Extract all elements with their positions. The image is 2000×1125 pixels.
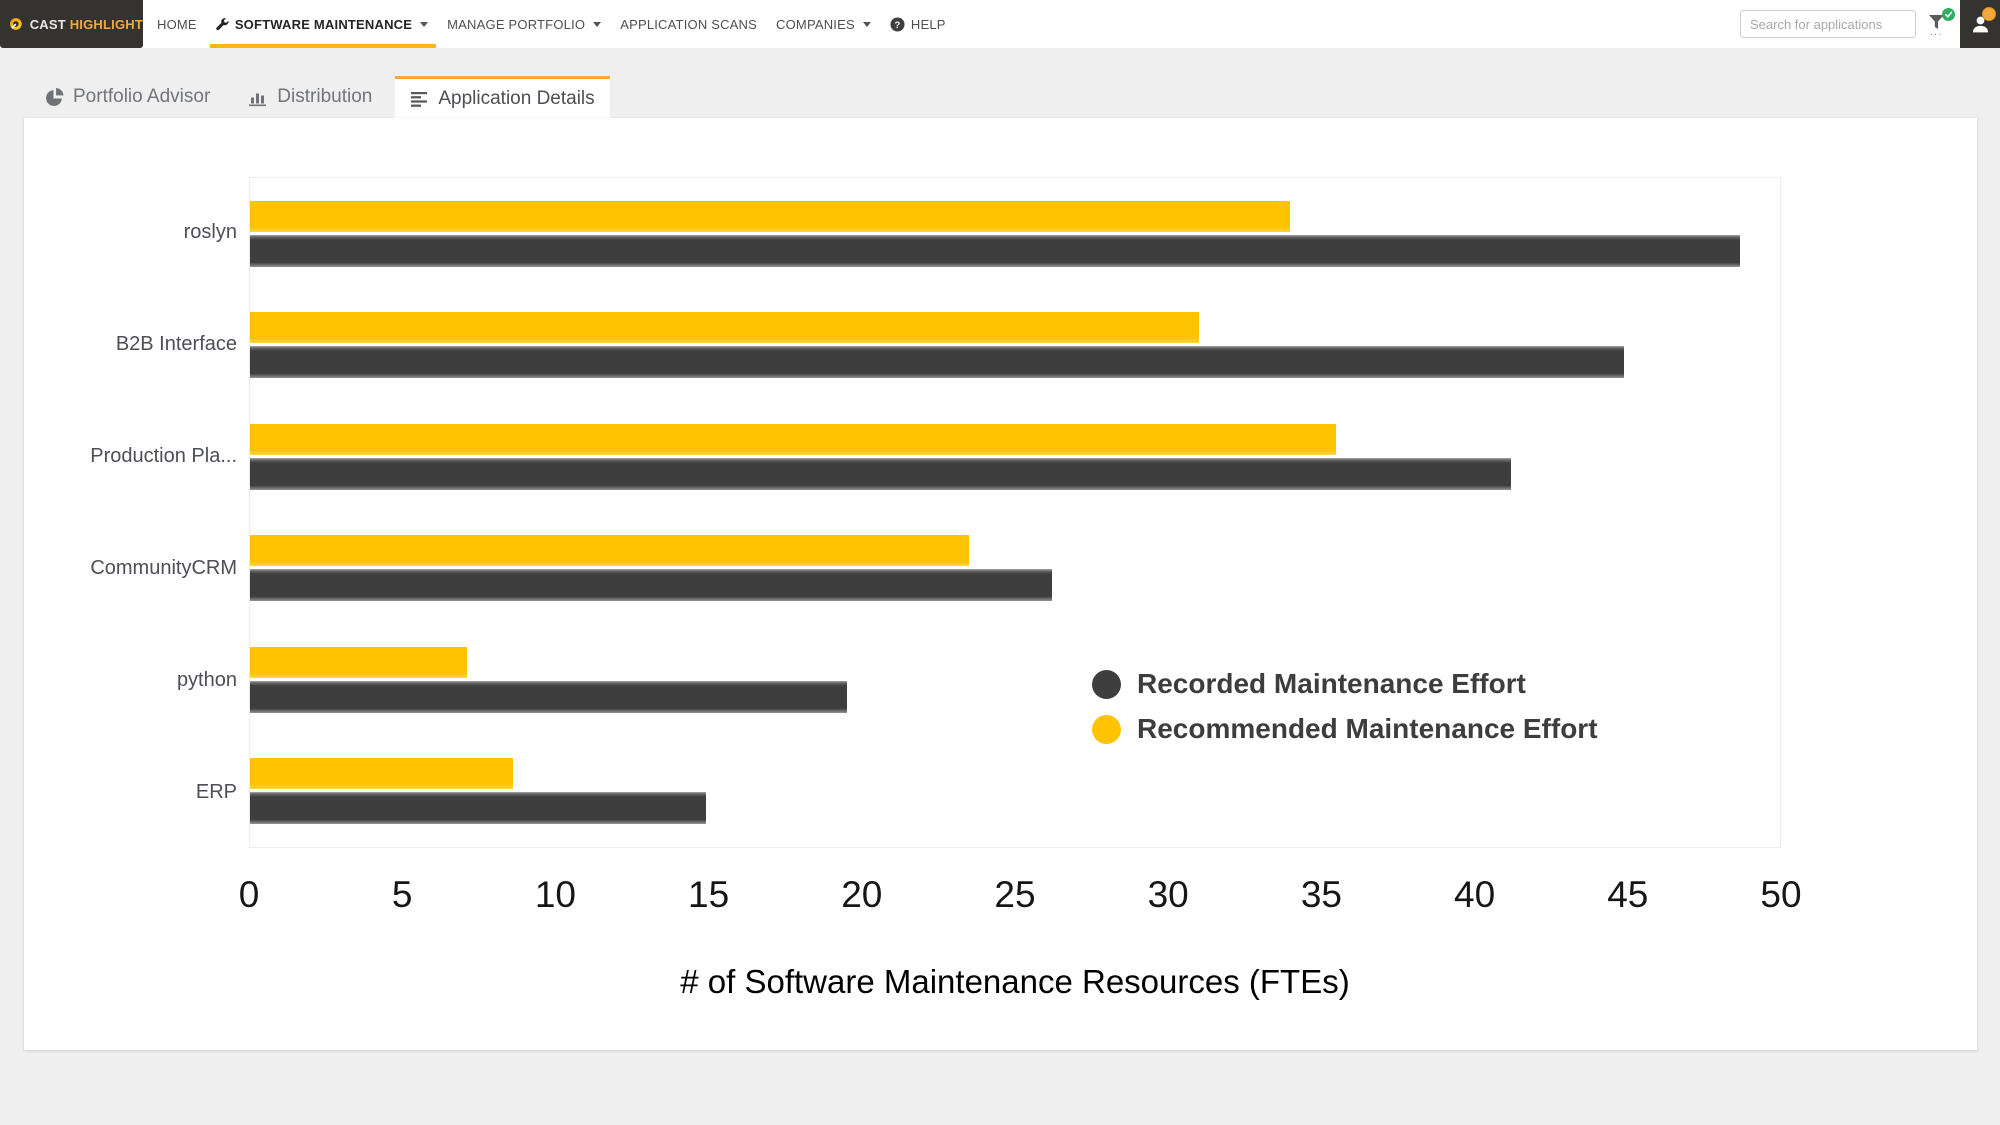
- x-tick-label: 35: [1300, 874, 1342, 915]
- x-axis-title: # of Software Maintenance Resources (FTE…: [680, 963, 1350, 1000]
- list-icon: [411, 91, 428, 107]
- legend-item[interactable]: Recommended Maintenance Effort: [1092, 713, 1598, 745]
- nav-item-application-scans[interactable]: APPLICATION SCANS: [620, 16, 758, 32]
- category-label: python: [176, 668, 237, 691]
- recommended-maintenance-effort-bar[interactable]: [250, 200, 1291, 232]
- top-nav: CAST HIGHLIGHT HOME SOFTWARE MAINTENANCE…: [0, 0, 2000, 48]
- chart-card: roslyn B2B Interface Production Pla... Comm…: [24, 118, 1977, 1050]
- category-label: ERP: [195, 780, 237, 803]
- pie-chart-icon: [46, 87, 64, 106]
- filter-active-check-icon: [1942, 8, 1955, 21]
- x-tick-label: 5: [391, 874, 413, 915]
- recommended-maintenance-effort-bar[interactable]: [250, 535, 970, 567]
- x-tick-label: 0: [238, 874, 260, 915]
- legend-label: Recommended Maintenance Effort: [1137, 713, 1598, 744]
- x-tick-label: 50: [1760, 874, 1802, 915]
- bar-chart-icon: [249, 93, 267, 106]
- recommended-maintenance-effort-bar[interactable]: [250, 758, 514, 790]
- recorded-maintenance-effort-bar[interactable]: [250, 569, 1052, 602]
- legend-item[interactable]: Recorded Maintenance Effort: [1092, 668, 1598, 700]
- filter-ellipsis: ...: [1930, 26, 1943, 38]
- nav-item-home[interactable]: HOME: [157, 16, 197, 32]
- bar-group: [250, 290, 1780, 402]
- chevron-down-icon: [593, 21, 602, 27]
- svg-text:?: ?: [894, 19, 900, 29]
- x-tick-label: 20: [841, 874, 883, 915]
- active-nav-underline: [209, 44, 437, 48]
- category-label: Production Pla...: [90, 445, 237, 468]
- recommended-maintenance-effort-bar[interactable]: [250, 646, 468, 678]
- chevron-down-icon: [862, 21, 871, 27]
- main-menu: HOME SOFTWARE MAINTENANCE MANAGE PORTFOL…: [157, 0, 946, 48]
- tab-portfolio-advisor[interactable]: Portfolio Advisor: [30, 76, 225, 118]
- x-tick-label: 25: [994, 874, 1036, 915]
- bar-group: [250, 401, 1780, 513]
- tab-distribution[interactable]: Distribution: [233, 76, 387, 118]
- bar-group: [250, 624, 1780, 736]
- bar-group: [250, 736, 1780, 848]
- chart-legend: Recorded Maintenance Effort Recommended M…: [1092, 668, 1598, 745]
- recorded-maintenance-effort-bar[interactable]: [250, 792, 706, 825]
- recorded-maintenance-effort-bar[interactable]: [250, 346, 1624, 379]
- nav-item-companies[interactable]: COMPANIES: [776, 0, 871, 48]
- x-tick-label: 45: [1607, 874, 1649, 915]
- plot-area: Recorded Maintenance Effort Recommended M…: [249, 177, 1781, 848]
- category-labels: roslyn B2B Interface Production Pla... Comm…: [24, 177, 243, 848]
- app-logo[interactable]: CAST HIGHLIGHT: [0, 0, 143, 48]
- category-label: roslyn: [183, 221, 237, 244]
- bar-group: [250, 513, 1780, 625]
- nav-item-manage-portfolio[interactable]: MANAGE PORTFOLIO: [447, 0, 602, 48]
- user-icon: [1972, 16, 1988, 32]
- chevron-down-icon: [420, 21, 429, 27]
- nav-item-help[interactable]: ? HELP: [890, 0, 946, 48]
- filter-funnel-icon: [1929, 15, 1944, 29]
- wrench-icon: [216, 17, 229, 30]
- category-label: CommunityCRM: [90, 556, 237, 579]
- nav-right-tools: ...: [1740, 0, 2000, 48]
- recommended-maintenance-effort-bar[interactable]: [250, 312, 1199, 344]
- view-tabs: Portfolio Advisor Distribution Applicati…: [30, 76, 610, 118]
- legend-swatch: [1092, 714, 1121, 744]
- x-axis-ticks: 0 5 10 15 20 25 30 35 40 45 50: [239, 874, 1802, 915]
- user-menu-button[interactable]: [1960, 0, 2000, 48]
- bar-group: [250, 178, 1780, 290]
- recorded-maintenance-effort-bar[interactable]: [250, 457, 1511, 490]
- cast-highlight-logo-icon: [10, 18, 22, 30]
- search-input[interactable]: [1740, 10, 1916, 38]
- recommended-maintenance-effort-bar[interactable]: [250, 423, 1337, 455]
- tab-application-details[interactable]: Application Details: [395, 76, 610, 118]
- legend-label: Recorded Maintenance Effort: [1137, 668, 1526, 699]
- x-tick-label: 10: [534, 874, 576, 915]
- x-tick-label: 40: [1454, 874, 1496, 915]
- x-tick-label: 30: [1147, 874, 1189, 915]
- plot-bands: [250, 178, 1780, 847]
- x-tick-label: 15: [688, 874, 730, 915]
- legend-swatch: [1092, 669, 1121, 699]
- app-logo-text: CAST HIGHLIGHT: [29, 16, 143, 32]
- nav-item-software-maintenance[interactable]: SOFTWARE MAINTENANCE: [209, 0, 437, 48]
- notification-badge: [1982, 7, 1996, 21]
- recorded-maintenance-effort-bar[interactable]: [250, 234, 1741, 267]
- filter-button[interactable]: ...: [1924, 0, 1960, 48]
- question-circle-icon: ?: [890, 16, 905, 32]
- category-label: B2B Interface: [115, 333, 237, 356]
- recorded-maintenance-effort-bar[interactable]: [250, 680, 847, 713]
